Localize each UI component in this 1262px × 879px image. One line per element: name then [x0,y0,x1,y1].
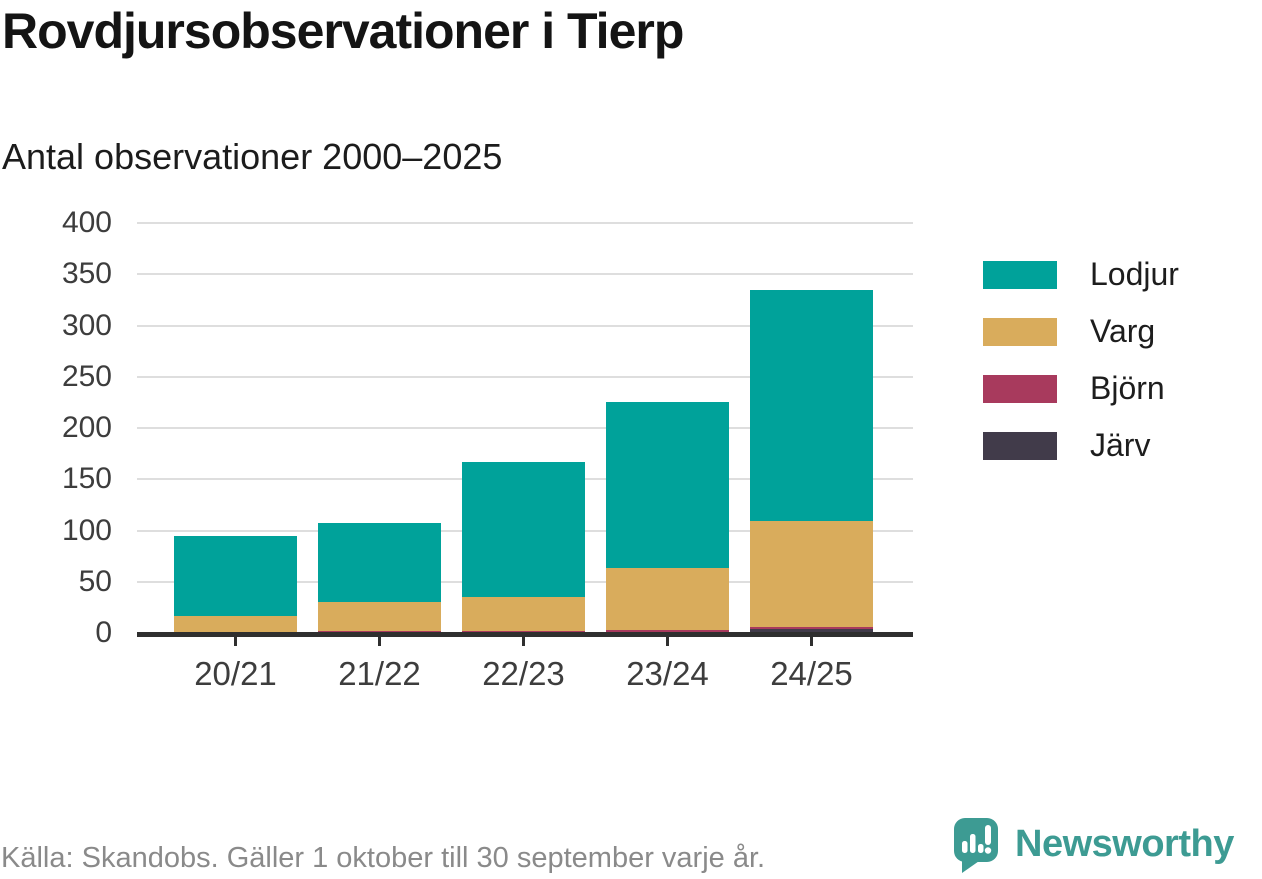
y-tick-label-100: 100 [61,513,112,547]
y-tick-label-150: 150 [61,462,112,496]
x-tick-20-21 [234,634,237,646]
bar-segment-20-21-lodjur [174,535,297,616]
legend-swatch-varg [983,317,1057,346]
gridline-300 [137,324,913,327]
bar-segment-21-22-varg [318,602,441,631]
legend-swatch-järv [983,431,1057,460]
chart-title: Rovdjursobservationer i Tierp [2,3,684,59]
y-tick-label-400: 400 [61,206,112,239]
bar-segment-24-25-björn [750,626,873,629]
bar-segment-23-24-varg [606,568,729,630]
x-tick-22-23 [522,634,525,646]
legend-label-björn: Björn [1090,370,1165,406]
legend-swatch-björn [983,374,1057,403]
x-tick-label-21-22: 21/22 [338,655,421,692]
y-tick-label-200: 200 [61,411,112,444]
legend: Lodjur Varg Björn Järv [983,256,1179,486]
brand-logo: Newsworthy [951,817,1234,873]
gridline-250 [137,375,913,378]
legend-row-lodjur: Lodjur [983,256,1179,292]
legend-swatch-lodjur [983,260,1057,289]
y-tick-label-0: 0 [95,616,112,649]
legend-label-varg: Varg [1090,313,1156,349]
y-tick-label-250: 250 [61,359,112,393]
bar-segment-21-22-björn [318,630,441,633]
plot-area [137,222,913,646]
gridline-350 [137,273,913,276]
y-axis-labels: 0 50 100 150 200 250 300 350 400 [0,207,112,649]
x-tick-label-24-25: 24/25 [770,655,853,692]
gridline-200 [137,427,913,429]
bar-segment-24-25-järv [750,628,873,633]
legend-label-järv: Järv [1090,427,1151,463]
y-tick-label-50: 50 [78,564,112,598]
bar-segment-24-25-lodjur [750,289,873,522]
legend-row-björn: Björn [983,370,1179,406]
x-tick-23-24 [666,634,669,646]
bar-segment-23-24-lodjur [606,402,729,569]
x-tick-24-25 [810,634,813,646]
bar-segment-24-25-varg [750,521,873,627]
x-axis-tick-labels: 20/21 21/22 22/23 23/24 24/25 [0,655,1262,701]
y-tick-label-300: 300 [61,308,112,342]
x-tick-21-22 [378,634,381,646]
gridline-400 [137,222,913,224]
newsworthy-logo-icon [954,818,998,873]
source-note: Källa: Skandobs. Gäller 1 oktober till 3… [1,842,766,874]
legend-row-varg: Varg [983,313,1179,349]
bar-segment-20-21-varg [174,615,297,633]
legend-label-lodjur: Lodjur [1090,256,1179,292]
x-axis-line [137,632,913,637]
brand-name: Newsworthy [1015,822,1234,865]
bar-segment-22-23-björn [462,630,585,633]
x-tick-label-23-24: 23/24 [626,655,709,692]
bar-segment-21-22-lodjur [318,523,441,603]
y-tick-label-350: 350 [61,257,112,291]
x-tick-label-20-21: 20/21 [194,655,277,692]
bar-segment-23-24-björn [606,629,729,632]
legend-row-järv: Järv [983,427,1179,463]
bar-segment-22-23-lodjur [462,461,585,598]
chart-subtitle: Antal observationer 2000–2025 [2,136,503,177]
x-tick-label-22-23: 22/23 [482,655,565,692]
bar-segment-22-23-varg [462,597,585,631]
